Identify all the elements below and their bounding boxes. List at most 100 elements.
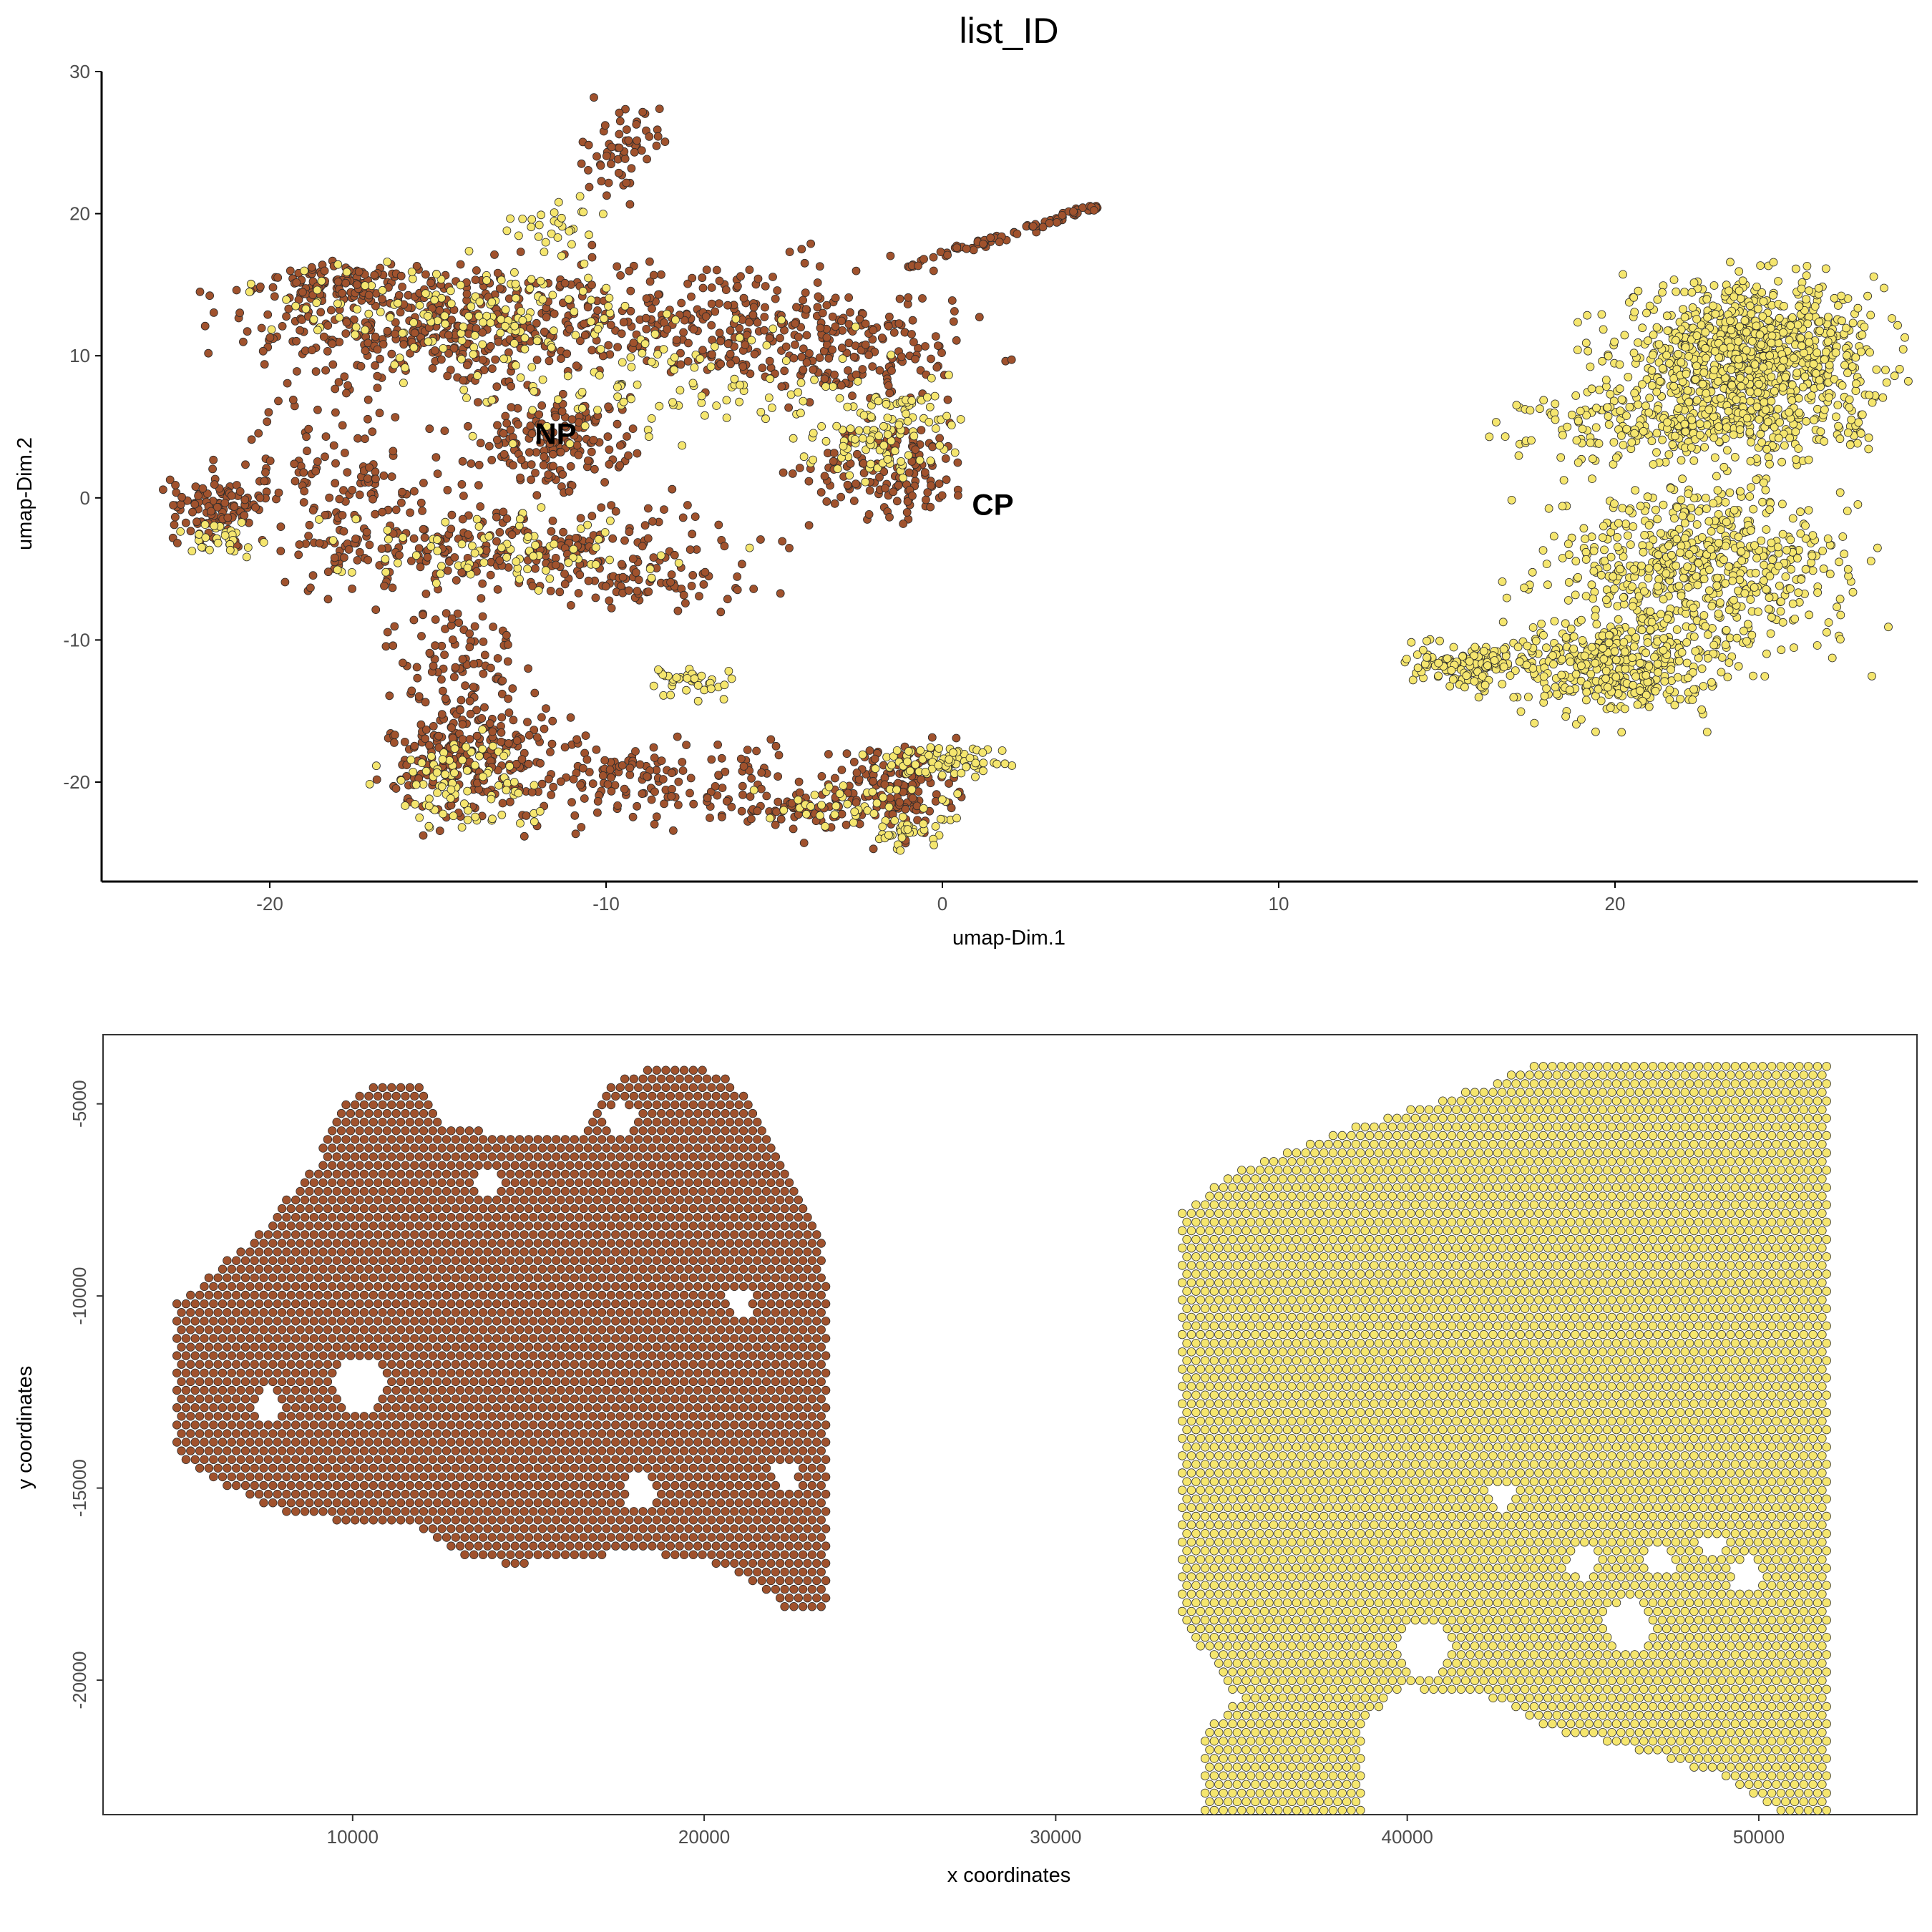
umap-point-cp (1688, 696, 1697, 704)
umap-point-np (209, 455, 218, 464)
umap-point-cp (1752, 475, 1761, 484)
umap-point-np (814, 292, 823, 301)
umap-point-np (638, 542, 647, 551)
umap-point-cp (1721, 498, 1730, 507)
umap-point-np (416, 562, 425, 572)
umap-point-np (846, 308, 854, 317)
umap-point-np (547, 791, 556, 799)
umap-point-cp (1854, 418, 1863, 427)
umap-point-cp (351, 330, 360, 339)
umap-point-np (549, 462, 557, 471)
umap-point-np (995, 238, 1004, 247)
umap-point-np (928, 442, 937, 452)
umap-point-np (853, 449, 862, 459)
umap-point-cp (1673, 673, 1682, 682)
umap-point-np (703, 794, 712, 803)
umap-point-cp (1794, 588, 1803, 597)
umap-point-np (702, 265, 711, 275)
umap-point-np (789, 353, 799, 363)
umap-point-cp (1710, 453, 1719, 462)
umap-point-cp (1604, 630, 1614, 640)
umap-point-np (290, 459, 299, 469)
umap-point-cp (1611, 673, 1621, 681)
umap-point-cp (1765, 459, 1774, 469)
umap-point-np (504, 640, 512, 649)
umap-point-np (542, 704, 550, 713)
umap-point-cp (1552, 690, 1561, 698)
umap-point-cp (1613, 542, 1622, 552)
umap-point-np (525, 731, 534, 740)
umap-point-cp (1539, 672, 1548, 681)
umap-point-np (593, 797, 602, 806)
umap-point-cp (1774, 277, 1782, 286)
umap-point-np (447, 510, 457, 519)
umap-point-cp (536, 276, 545, 286)
umap-point-cp (1805, 610, 1814, 620)
umap-point-cp (1667, 665, 1675, 674)
umap-point-cp (1692, 315, 1702, 323)
umap-point-np (540, 327, 549, 336)
umap-point-np (776, 814, 786, 824)
umap-point-cp (605, 293, 614, 303)
umap-point-cp (1498, 618, 1508, 627)
umap-point-cp (1609, 572, 1618, 581)
umap-point-np (498, 676, 507, 686)
umap-point-np (628, 812, 638, 821)
umap-point-cp (1526, 406, 1535, 415)
umap-point-np (576, 514, 585, 523)
umap-point-cp (1752, 554, 1762, 562)
umap-point-np (707, 299, 716, 308)
umap-point-cp (1765, 505, 1775, 514)
umap-point-cp (1621, 519, 1630, 528)
umap-point-np (503, 657, 512, 666)
umap-point-cp (1702, 728, 1712, 736)
umap-point-np (282, 312, 291, 321)
umap-point-cp (1644, 662, 1654, 670)
umap-point-np (830, 499, 839, 508)
chart-title: list_ID (960, 11, 1059, 51)
umap-point-np (540, 724, 549, 733)
umap-point-np (265, 333, 275, 342)
umap-point-np (280, 577, 290, 587)
umap-point-np (371, 361, 379, 370)
umap-point-np (478, 579, 487, 588)
umap-point-cp (1840, 361, 1849, 370)
umap-point-np (527, 788, 537, 796)
umap-point-np (381, 642, 391, 651)
umap-point-cp (1774, 562, 1783, 570)
umap-point-cp (1610, 585, 1619, 593)
umap-point-np (645, 257, 654, 266)
umap-point-cp (1851, 386, 1860, 395)
umap-point-cp (1684, 582, 1693, 592)
umap-point-np (686, 789, 694, 798)
umap-point-np (631, 568, 640, 577)
umap-point-np (532, 318, 541, 328)
umap-point-cp (1662, 351, 1672, 360)
umap-point-np (852, 479, 860, 488)
umap-point-cp (1592, 404, 1601, 413)
umap-point-np (364, 414, 372, 424)
umap-point-np (383, 628, 392, 637)
umap-point-np (247, 435, 256, 444)
umap-point-cp (1634, 338, 1642, 347)
umap-point-np (548, 716, 557, 726)
umap-point-np (283, 379, 292, 388)
umap-point-cp (1614, 689, 1623, 698)
umap-point-cp (1574, 416, 1583, 426)
umap-point-np (632, 119, 641, 129)
umap-point-cp (512, 361, 520, 370)
umap-point-np (837, 809, 847, 819)
umap-point-np (817, 772, 826, 781)
umap-point-cp (1757, 536, 1766, 545)
umap-point-cp (1807, 391, 1816, 400)
umap-point-cp (1629, 522, 1638, 531)
umap-point-np (491, 355, 500, 364)
umap-point-np (806, 239, 815, 248)
umap-point-cp (1716, 394, 1725, 403)
umap-point-np (395, 551, 404, 560)
umap-point-cp (1653, 582, 1662, 591)
umap-point-np (934, 341, 942, 351)
umap-point-np (299, 498, 308, 507)
umap-point-np (931, 332, 940, 341)
umap-point-np (331, 384, 340, 394)
